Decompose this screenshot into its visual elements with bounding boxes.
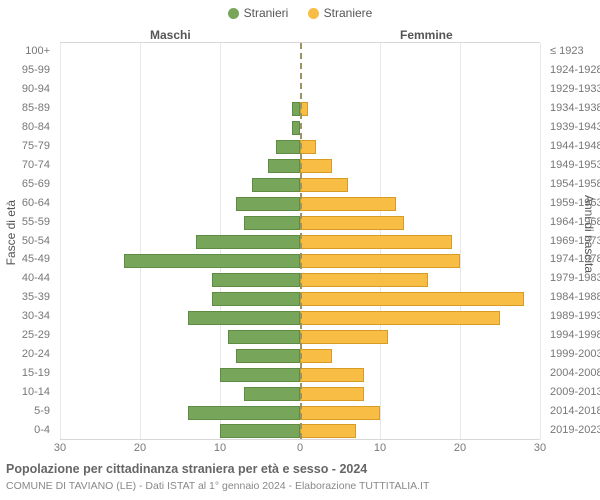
bar-male [228,330,300,344]
age-label: 90-94 [0,80,56,99]
birth-label: 2004-2008 [544,364,600,383]
x-ticks: 3020100102030 [60,442,540,456]
birth-label: 1934-1938 [544,99,600,118]
bar-male [124,254,300,268]
bar-male [188,311,300,325]
age-label: 85-89 [0,99,56,118]
bar-male [212,292,300,306]
birth-label: 1989-1993 [544,307,600,326]
birth-label: 2014-2018 [544,402,600,421]
age-label: 45-49 [0,250,56,269]
age-label: 100+ [0,42,56,61]
legend-item-male: Stranieri [228,6,289,20]
x-tick: 0 [297,442,303,454]
age-label: 5-9 [0,402,56,421]
birth-label: 1974-1978 [544,250,600,269]
age-label: 25-29 [0,326,56,345]
bar-female [300,178,348,192]
birth-label: 1949-1953 [544,156,600,175]
bar-female [300,387,364,401]
x-tick: 20 [134,442,146,454]
age-label: 40-44 [0,269,56,288]
age-label: 65-69 [0,175,56,194]
birth-label: 1929-1933 [544,80,600,99]
birth-label: 1924-1928 [544,61,600,80]
bar-female [300,349,332,363]
swatch-female [308,8,319,19]
bar-female [300,368,364,382]
birth-label: 1944-1948 [544,137,600,156]
age-label: 30-34 [0,307,56,326]
age-label: 0-4 [0,421,56,440]
birth-label: 1969-1973 [544,232,600,251]
bar-male [196,235,300,249]
bar-female [300,292,524,306]
legend-label-male: Stranieri [244,6,289,20]
legend-item-female: Straniere [308,6,373,20]
bar-male [268,159,300,173]
bar-female [300,235,452,249]
age-label: 60-64 [0,194,56,213]
age-label: 15-19 [0,364,56,383]
bar-female [300,159,332,173]
age-label: 70-74 [0,156,56,175]
footer-title: Popolazione per cittadinanza straniera p… [6,462,367,476]
age-label: 75-79 [0,137,56,156]
bar-female [300,406,380,420]
bar-male [252,178,300,192]
center-axis [300,43,302,439]
footer-subtitle: COMUNE DI TAVIANO (LE) - Dati ISTAT al 1… [6,480,429,492]
x-tick: 10 [214,442,226,454]
bar-female [300,424,356,438]
x-tick: 30 [54,442,66,454]
age-label: 80-84 [0,118,56,137]
bar-male [244,387,300,401]
birth-label: ≤ 1923 [544,42,600,61]
birth-label: 1954-1958 [544,175,600,194]
bar-female [300,140,316,154]
bar-male [244,216,300,230]
age-label: 95-99 [0,61,56,80]
birth-label: 1984-1988 [544,288,600,307]
bar-male [220,424,300,438]
bar-male [236,349,300,363]
birth-label: 1959-1963 [544,194,600,213]
age-label: 50-54 [0,232,56,251]
right-section-title: Femmine [400,28,453,42]
x-tick: 10 [374,442,386,454]
left-section-title: Maschi [150,28,191,42]
plot-half-right [300,43,540,439]
age-label: 20-24 [0,345,56,364]
bar-male [236,197,300,211]
bar-female [300,273,428,287]
birth-label: 1979-1983 [544,269,600,288]
bar-male [292,121,300,135]
birth-label: 2019-2023 [544,421,600,440]
plot-area [60,42,540,440]
x-tick: 30 [534,442,546,454]
plot-half-left [60,43,300,439]
age-label: 10-14 [0,383,56,402]
age-label: 55-59 [0,213,56,232]
legend-label-female: Straniere [324,6,373,20]
birth-label: 1939-1943 [544,118,600,137]
bar-male [212,273,300,287]
bar-female [300,330,388,344]
birth-label: 1964-1968 [544,213,600,232]
birth-label: 2009-2013 [544,383,600,402]
legend: Stranieri Straniere [0,6,600,22]
swatch-male [228,8,239,19]
bar-male [188,406,300,420]
birth-label: 1994-1998 [544,326,600,345]
bar-male [276,140,300,154]
bar-female [300,254,460,268]
bar-female [300,197,396,211]
bar-male [292,102,300,116]
x-tick: 20 [454,442,466,454]
bar-female [300,311,500,325]
age-label: 35-39 [0,288,56,307]
birth-label: 1999-2003 [544,345,600,364]
bar-male [220,368,300,382]
bar-female [300,216,404,230]
